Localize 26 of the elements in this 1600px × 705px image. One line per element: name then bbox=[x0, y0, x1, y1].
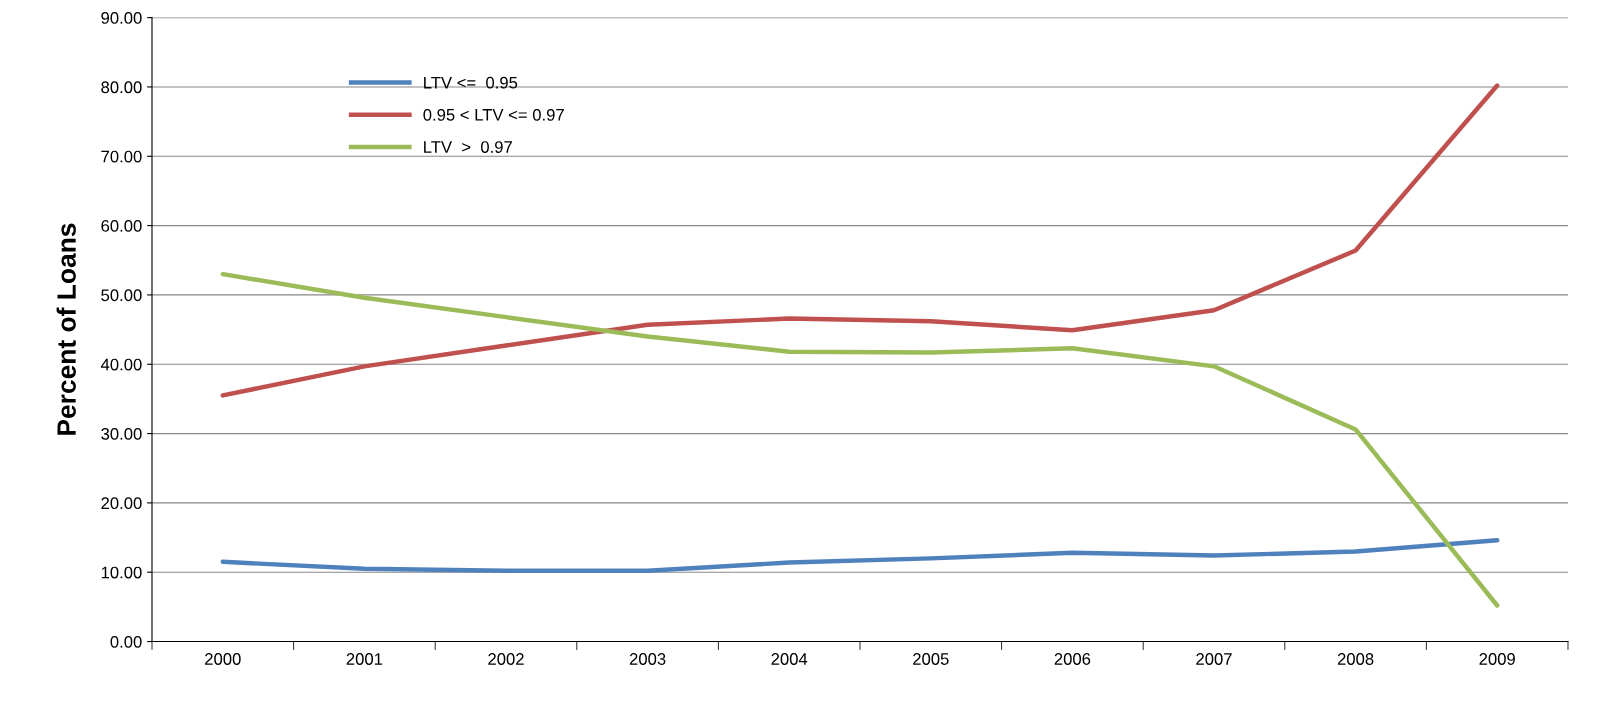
x-tick-label: 2009 bbox=[1479, 653, 1515, 665]
y-tick-label: 60.00 bbox=[101, 220, 142, 232]
y-tick-label: 70.00 bbox=[101, 150, 142, 163]
line-series bbox=[220, 271, 1500, 608]
x-tick-label: 2001 bbox=[346, 653, 383, 665]
y-tick-label: 50.00 bbox=[101, 289, 142, 302]
line-series bbox=[220, 538, 1500, 574]
y-tick-label: 10.00 bbox=[101, 566, 142, 579]
x-tick-label: 2000 bbox=[205, 653, 241, 665]
y-tick-label: 0.00 bbox=[110, 635, 142, 648]
y-tick-label: 40.00 bbox=[100, 358, 142, 371]
x-tick-label: 2008 bbox=[1337, 653, 1374, 665]
legend-label: 0.95 < LTV <= 0.97 bbox=[423, 108, 564, 121]
y-tick-label: 80.00 bbox=[101, 81, 142, 94]
y-tick-label: 30.00 bbox=[101, 427, 142, 440]
x-tick-label: 2006 bbox=[1054, 653, 1091, 665]
y-tick-label: 90.00 bbox=[101, 12, 142, 24]
x-tick-label: 2002 bbox=[488, 653, 524, 665]
y-axis-title: Percent of Loans bbox=[56, 223, 76, 435]
x-tick-label: 2007 bbox=[1196, 653, 1232, 665]
x-tick-label: 2005 bbox=[913, 653, 949, 665]
legend-label: LTV <= 0.95 bbox=[424, 76, 518, 89]
legend-label: LTV > 0.97 bbox=[424, 141, 512, 153]
x-tick-label: 2003 bbox=[629, 653, 666, 665]
x-tick-label: 2004 bbox=[771, 653, 808, 665]
y-tick-label: 20.00 bbox=[101, 497, 142, 510]
